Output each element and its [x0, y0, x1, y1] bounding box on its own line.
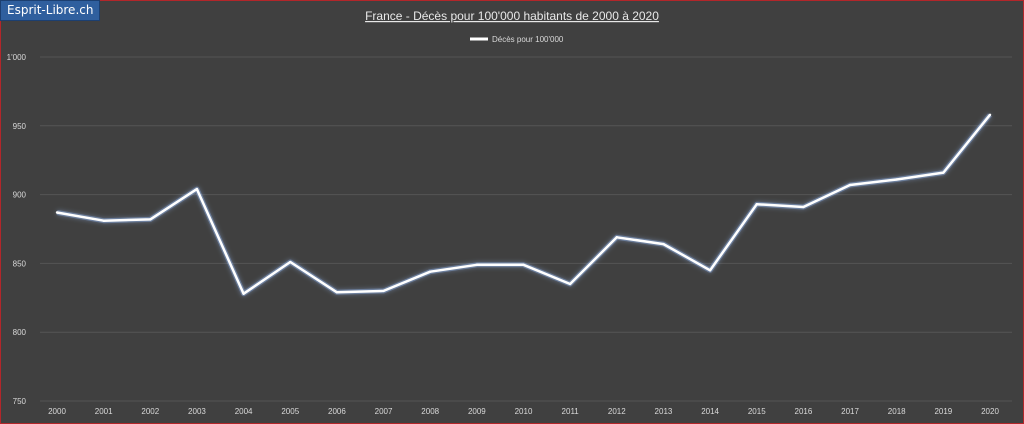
- data-point: [662, 242, 665, 246]
- y-tick-label: 900: [13, 191, 27, 200]
- legend-label: Décès pour 100'000: [492, 35, 564, 44]
- chart-title: France - Décès pour 100'000 habitants de…: [365, 9, 659, 23]
- data-point: [895, 178, 898, 181]
- x-tick-label: 2008: [421, 407, 439, 416]
- x-tick-label: 2017: [841, 407, 859, 416]
- x-tick-label: 2019: [934, 407, 952, 416]
- y-tick-label: 750: [13, 397, 27, 406]
- data-point: [429, 270, 432, 273]
- data-point: [149, 218, 152, 221]
- data-point: [615, 236, 618, 239]
- x-tick-label: 2004: [235, 407, 253, 416]
- data-point: [55, 211, 59, 214]
- x-tick-label: 2001: [95, 407, 113, 416]
- gridlines: [40, 56, 1012, 402]
- data-point: [522, 263, 525, 266]
- series-layer: [55, 113, 992, 297]
- data-point: [755, 203, 758, 206]
- x-tick-label: 2010: [515, 407, 533, 416]
- data-point: [988, 113, 992, 116]
- data-point: [708, 269, 712, 272]
- data-point: [475, 263, 479, 266]
- data-point: [335, 291, 339, 294]
- x-tick-label: 2015: [748, 407, 766, 416]
- x-tick-label: 2002: [141, 407, 159, 416]
- x-tick-label: 2000: [48, 407, 66, 416]
- y-tick-label: 800: [13, 328, 27, 337]
- x-tick-label: 2020: [981, 407, 999, 416]
- data-point: [802, 205, 805, 209]
- series-line-glow: [56, 113, 992, 297]
- x-tick-label: 2013: [655, 407, 673, 416]
- data-point: [942, 171, 945, 174]
- data-point: [289, 260, 292, 264]
- x-tick-label: 2014: [701, 407, 719, 416]
- x-tick-label: 2007: [375, 407, 393, 416]
- x-tick-label: 2006: [328, 407, 346, 416]
- x-tick-label: 2011: [562, 407, 580, 416]
- y-tick-label: 1'000: [7, 53, 27, 62]
- data-point: [382, 289, 385, 293]
- site-brand-label[interactable]: Esprit-Libre.ch: [0, 0, 101, 21]
- x-tick-label: 2003: [188, 407, 206, 416]
- data-point: [102, 219, 105, 222]
- data-point: [195, 187, 199, 191]
- x-tick-label: 2009: [468, 407, 486, 416]
- x-tick-label: 2016: [795, 407, 813, 416]
- y-axis-tick-labels: 750 800 850 900 950 1'000: [7, 53, 27, 406]
- x-axis-tick-labels: 2000 2001 2002 2003 2004 2005 2006 2007 2008 2009…: [48, 407, 999, 416]
- x-tick-label: 2018: [888, 407, 906, 416]
- x-tick-label: 2012: [608, 407, 626, 416]
- data-point: [568, 282, 572, 286]
- data-point: [848, 183, 852, 187]
- legend: Décès pour 100'000: [470, 35, 564, 44]
- y-tick-label: 950: [13, 122, 27, 131]
- data-point: [242, 292, 245, 295]
- x-tick-label: 2005: [281, 407, 299, 416]
- y-tick-label: 850: [13, 259, 27, 268]
